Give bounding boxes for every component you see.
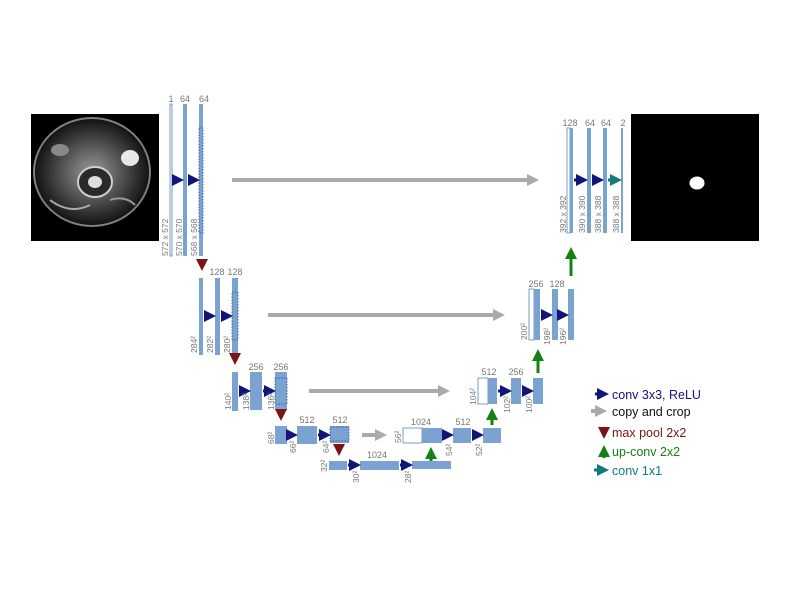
block-r1-conv1 xyxy=(587,128,591,233)
crop-l4 xyxy=(329,426,350,442)
dim-label: 390 x 390 xyxy=(577,195,587,233)
dim-label: 282² xyxy=(205,336,215,353)
dim-label: 198² xyxy=(542,328,552,345)
ch-label: 1024 xyxy=(411,417,431,427)
block-r2-conv1 xyxy=(552,289,558,340)
ch-label: 1 xyxy=(168,94,173,104)
ch-label: 2 xyxy=(620,118,625,128)
block-l3-conv2 xyxy=(275,372,287,410)
dim-label: 388 x 388 xyxy=(593,195,603,233)
block-l4-conv2 xyxy=(330,426,349,443)
dim-label: 66² xyxy=(288,441,298,453)
legend-copy-label: copy and crop xyxy=(612,405,691,419)
upconv-arrows xyxy=(425,247,577,461)
dim-label: 100² xyxy=(524,396,534,413)
ch-label: 256 xyxy=(273,362,288,372)
copy-arrows xyxy=(232,174,539,441)
block-l5-conv2 xyxy=(412,461,451,469)
block-l1-conv1 xyxy=(183,104,187,256)
block-r1-output xyxy=(621,128,623,233)
ch-label: 128 xyxy=(549,279,564,289)
dim-label: 52² xyxy=(474,444,484,456)
dim-label: 68² xyxy=(266,432,276,444)
legend-pool-label: max pool 2x2 xyxy=(612,426,686,440)
legend-conv1x1-label: conv 1x1 xyxy=(612,464,662,478)
dim-label: 388 x 388 xyxy=(611,195,621,233)
block-l5-pool xyxy=(329,461,347,470)
dim-label: 64² xyxy=(321,441,331,453)
block-r3-copy xyxy=(477,377,489,405)
ch-label: 512 xyxy=(481,367,496,377)
block-r4-up xyxy=(422,428,442,443)
dim-label: 54² xyxy=(444,444,454,456)
ch-label: 512 xyxy=(455,417,470,427)
dim-label: 200² xyxy=(519,323,529,340)
block-r2-conv2 xyxy=(568,289,574,340)
block-l3-pool xyxy=(232,372,238,411)
dim-label: 28² xyxy=(403,471,413,483)
block-r4-conv2 xyxy=(483,428,501,443)
legend: conv 3x3, ReLU copy and crop max pool 2x… xyxy=(591,388,701,478)
input-image xyxy=(31,114,159,241)
ch-label: 64 xyxy=(180,94,190,104)
block-l2-conv1 xyxy=(215,278,220,355)
dim-label: 104² xyxy=(468,388,478,405)
block-r2-copy xyxy=(528,288,535,341)
block-l1-input xyxy=(169,103,173,257)
ch-label: 128 xyxy=(209,267,224,277)
dim-label: 570 x 570 xyxy=(174,218,184,256)
block-l2-conv2 xyxy=(232,278,238,355)
dim-label: 196² xyxy=(558,328,568,345)
ch-label: 64 xyxy=(585,118,595,128)
ch-label: 256 xyxy=(248,362,263,372)
dim-label: 56² xyxy=(393,431,403,443)
block-r1-up xyxy=(570,128,573,233)
dimension-labels: 572 x 572 570 x 570 568 x 568 284² 282² … xyxy=(160,195,621,483)
block-r2-up xyxy=(534,289,540,340)
conv-arrows xyxy=(172,174,604,471)
block-l5-conv1 xyxy=(360,461,399,470)
legend-upconv-label: up-conv 2x2 xyxy=(612,445,680,459)
dim-label: 138² xyxy=(241,393,251,410)
block-l4-conv1 xyxy=(297,426,317,444)
ch-label: 512 xyxy=(299,415,314,425)
block-r4-conv1 xyxy=(453,428,471,443)
ch-label: 256 xyxy=(508,367,523,377)
ch-label: 128 xyxy=(227,267,242,277)
block-r3-conv2 xyxy=(533,378,543,404)
channel-labels: 1 64 64 128 128 256 256 512 512 1024 102… xyxy=(168,94,625,460)
pool-arrows xyxy=(196,259,345,456)
dim-label: 280² xyxy=(222,336,232,353)
ch-label: 256 xyxy=(528,279,543,289)
dim-label: 102² xyxy=(502,396,512,413)
dim-label: 32² xyxy=(319,460,329,472)
ch-label: 512 xyxy=(332,415,347,425)
output-image xyxy=(631,114,759,241)
block-l2-pool xyxy=(199,278,203,355)
ch-label: 128 xyxy=(562,118,577,128)
dim-label: 140² xyxy=(223,393,233,410)
legend-conv-label: conv 3x3, ReLU xyxy=(612,388,701,402)
dim-label: 30² xyxy=(351,471,361,483)
block-r4-copy xyxy=(402,427,423,444)
block-r3-up xyxy=(488,378,497,404)
block-l4-pool xyxy=(275,426,287,444)
block-r3-conv1 xyxy=(511,378,521,404)
dim-label: 568 x 568 xyxy=(189,218,199,256)
block-r1-conv2 xyxy=(603,128,607,233)
block-l3-conv1 xyxy=(250,372,262,410)
dim-label: 392 x 392 xyxy=(558,195,568,233)
ch-label: 64 xyxy=(199,94,209,104)
ch-label: 1024 xyxy=(367,450,387,460)
ch-label: 64 xyxy=(601,118,611,128)
dim-label: 136² xyxy=(266,393,276,410)
dim-label: 572 x 572 xyxy=(160,218,170,256)
dim-label: 284² xyxy=(189,336,199,353)
block-l1-conv2 xyxy=(199,104,203,256)
